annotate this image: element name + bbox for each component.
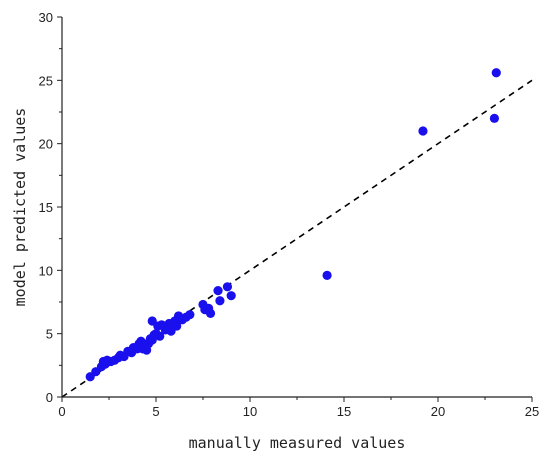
y-tick-label: 25 — [39, 73, 53, 88]
data-point — [418, 126, 428, 136]
y-tick-label: 5 — [46, 327, 53, 342]
y-tick-label: 30 — [39, 10, 53, 25]
data-point — [222, 282, 233, 292]
data-point — [213, 286, 223, 296]
data-point — [322, 270, 332, 280]
data-point — [205, 308, 216, 318]
data-point — [215, 296, 225, 306]
x-tick-label: 15 — [337, 404, 351, 419]
x-tick-label: 5 — [152, 404, 159, 419]
data-point — [155, 331, 165, 341]
data-point — [136, 336, 146, 346]
axes-layer — [61, 17, 532, 398]
y-tick-label: 10 — [39, 263, 53, 278]
y-axis-title: model predicted values — [11, 108, 29, 307]
y-tick-label: 20 — [39, 137, 53, 152]
x-tick-label: 20 — [431, 404, 445, 419]
y-ticks: 0 5 10 15 20 25 30 — [39, 10, 62, 405]
data-point — [226, 291, 236, 301]
y-tick-label: 15 — [39, 200, 53, 215]
data-point — [491, 68, 501, 78]
data-point — [489, 113, 499, 123]
data-points-layer — [85, 68, 501, 382]
x-axis-title: manually measured values — [189, 434, 406, 452]
x-tick-label: 25 — [525, 404, 539, 419]
data-point — [185, 310, 195, 320]
x-tick-label: 10 — [243, 404, 257, 419]
x-ticks: 0 5 10 15 20 25 — [58, 397, 539, 419]
data-point — [172, 321, 182, 331]
x-tick-label: 0 — [58, 404, 65, 419]
y-tick-label: 0 — [46, 390, 53, 405]
